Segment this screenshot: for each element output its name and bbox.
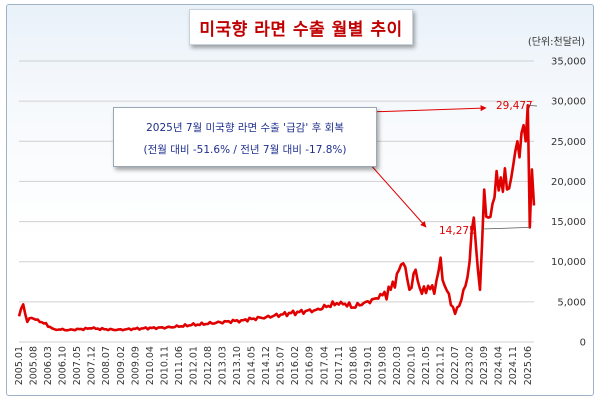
unit-label: (단위:천달러)	[527, 37, 585, 48]
x-tick-label: 2017.04	[319, 346, 330, 385]
x-tick-label: 2012.01	[188, 346, 199, 385]
x-tick-label: 2009.02	[116, 346, 127, 385]
x-tick-label: 2010.11	[159, 346, 170, 385]
x-tick-label: 2022.07	[450, 346, 461, 385]
title-box: 미국향 라면 수출 월별 추이	[189, 9, 413, 45]
x-tick-label: 2005.08	[29, 346, 40, 385]
x-tick-label: 2024.11	[508, 346, 519, 385]
x-tick-label: 2020.10	[406, 346, 417, 385]
peak-arrow	[368, 105, 487, 113]
x-tick-label: 2023.02	[465, 346, 476, 385]
x-tick-label: 2006.03	[43, 346, 54, 385]
y-tick-label: 20,000	[551, 177, 586, 188]
x-tick-label: 2014.05	[247, 346, 258, 385]
peak-value-label: 29,477	[496, 100, 533, 112]
x-tick-label: 2018.06	[348, 346, 359, 385]
x-tick-label: 2007.12	[87, 346, 98, 385]
x-tick-label: 2012.08	[203, 346, 214, 385]
x-tick-label: 2023.09	[479, 346, 490, 385]
x-tick-label: 2020.03	[392, 346, 403, 385]
y-tick-label: 25,000	[551, 137, 586, 148]
drop-value-label: 14,275	[439, 225, 476, 237]
drop-arrow	[368, 162, 427, 228]
x-tick-label: 2007.05	[72, 346, 83, 385]
y-tick-label: 30,000	[551, 97, 586, 108]
x-tick-label: 2017.11	[334, 346, 345, 385]
y-tick-label: 35,000	[551, 57, 586, 68]
x-tick-label: 2019.08	[377, 346, 388, 385]
chart-frame: 0 5,000 10,000 15,000 20,000 25,000 30,000 35,0…	[6, 4, 594, 396]
chart-title: 미국향 라면 수출 월별 추이	[199, 19, 403, 40]
annotation-box: 2025년 7월 미국향 라면 수출 '급감' 후 회복 (전월 대비 -51.…	[113, 107, 377, 167]
x-tick-label: 2024.04	[494, 346, 505, 385]
x-tick-label: 2013.10	[232, 346, 243, 385]
x-tick-label: 2008.07	[101, 346, 112, 385]
x-tick-label: 2014.12	[261, 346, 272, 385]
x-tick-label: 2010.04	[145, 346, 156, 385]
y-tick-label: 0	[580, 338, 586, 349]
peak-leader	[527, 104, 538, 107]
y-tick-label: 5,000	[557, 297, 586, 308]
series-line	[17, 104, 536, 332]
x-tick-label: 2019.01	[363, 346, 374, 385]
x-tick-label: 2016.09	[305, 346, 316, 385]
x-tick-label: 2005.01	[14, 346, 25, 385]
x-tick-label: 2013.03	[218, 346, 229, 385]
x-tick-label: 2025.06	[523, 346, 534, 385]
y-tick-label: 10,000	[551, 257, 586, 268]
annotation-line-2: (전월 대비 -51.6% / 전년 7월 대비 -17.8%)	[143, 144, 347, 156]
x-tick-label: 2011.06	[174, 346, 185, 385]
x-tick-label: 2016.02	[290, 346, 301, 385]
x-tick-label: 2006.10	[58, 346, 69, 385]
x-tick-label: 2015.07	[276, 346, 287, 385]
x-tick-label: 2009.09	[130, 346, 141, 385]
annotation-line-1: 2025년 7월 미국향 라면 수출 '급감' 후 회복	[146, 122, 344, 134]
x-tick-label: 2021.05	[421, 346, 432, 385]
line-chart: 0 5,000 10,000 15,000 20,000 25,000 30,000 35,0…	[14, 57, 586, 386]
x-tick-label: 2021.12	[436, 346, 447, 385]
y-tick-label: 15,000	[551, 217, 586, 228]
drop-leader	[481, 226, 530, 230]
